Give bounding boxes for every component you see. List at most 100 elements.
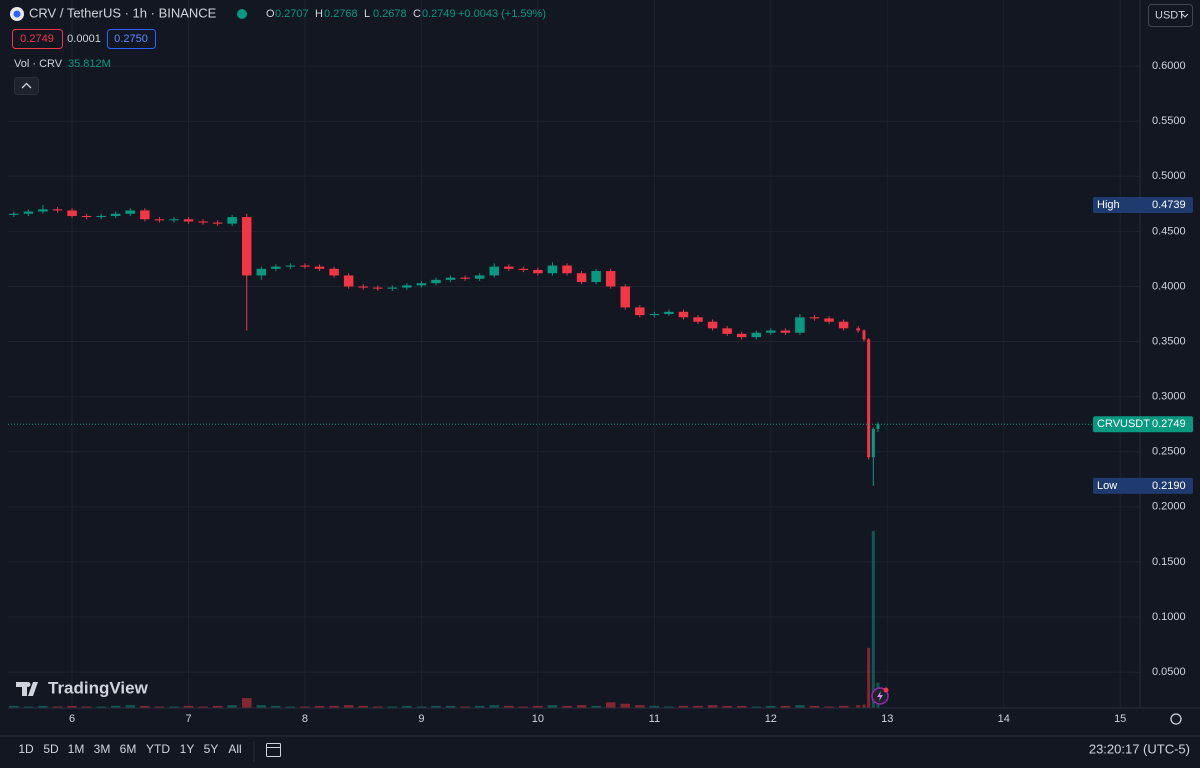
ohlc-key: O bbox=[266, 8, 275, 20]
candle-body bbox=[314, 266, 325, 269]
volume-bar bbox=[518, 706, 529, 708]
range-button[interactable]: 5Y bbox=[204, 742, 219, 756]
candle-body bbox=[504, 266, 514, 269]
candle-body bbox=[871, 428, 875, 458]
last-price-label: CRVUSDT bbox=[1097, 418, 1150, 430]
high-marker-label: High bbox=[1097, 199, 1120, 211]
volume-bar bbox=[9, 705, 19, 708]
range-button[interactable]: 5D bbox=[43, 742, 59, 756]
symbol-title[interactable]: CRV / TetherUS · 1h · BINANCE bbox=[29, 5, 217, 20]
plot-area bbox=[8, 0, 1140, 708]
volume-bar bbox=[489, 705, 499, 708]
candle-body bbox=[766, 330, 776, 333]
volume-bar bbox=[67, 705, 77, 708]
volume-bar bbox=[358, 705, 368, 708]
last-price-value: 0.2749 bbox=[1152, 418, 1186, 430]
bid-box[interactable] bbox=[12, 29, 63, 49]
volume-bar bbox=[110, 705, 121, 708]
volume-bar bbox=[707, 705, 718, 708]
range-toolbar: 1D 5D 1M 3M 6M YTD 1Y 5Y All bbox=[18, 742, 241, 756]
volume-title: Vol · CRV bbox=[14, 58, 63, 70]
change: +0.0043 (+1.59%) bbox=[458, 8, 546, 20]
volume-bar bbox=[533, 705, 543, 708]
x-tick-label: 15 bbox=[1114, 713, 1126, 725]
candle-body bbox=[722, 328, 732, 334]
currency-caret bbox=[1181, 13, 1189, 18]
ask-box[interactable] bbox=[107, 29, 156, 49]
y-tick-label: 0.0500 bbox=[1152, 666, 1186, 678]
candle-body bbox=[38, 209, 48, 212]
currency: USDT bbox=[1155, 9, 1185, 21]
volume-bar bbox=[736, 705, 747, 708]
volume-bar bbox=[862, 704, 866, 708]
volume-bar bbox=[38, 705, 48, 708]
candle-body bbox=[736, 333, 747, 338]
brand-logo bbox=[16, 682, 38, 696]
candle-body bbox=[154, 219, 165, 221]
x-tick-label: 6 bbox=[69, 713, 75, 725]
volume-bar bbox=[431, 705, 441, 708]
volume-bar bbox=[678, 705, 689, 708]
bid: 0.2749 bbox=[20, 33, 54, 45]
range-button[interactable]: YTD bbox=[146, 742, 170, 756]
range-button[interactable]: 1M bbox=[68, 742, 85, 756]
volume-bar bbox=[242, 698, 252, 708]
volume-bar bbox=[125, 705, 136, 708]
candle-body bbox=[862, 330, 866, 340]
candle-body bbox=[562, 265, 572, 274]
axis-settings[interactable] bbox=[1170, 713, 1182, 725]
last-price-box bbox=[1093, 416, 1193, 433]
volume-bar bbox=[649, 705, 660, 708]
market-status bbox=[237, 9, 247, 19]
candle-body bbox=[416, 283, 427, 286]
candle-body bbox=[285, 265, 296, 267]
brand[interactable]: TradingView bbox=[48, 678, 149, 697]
volume-bar bbox=[198, 706, 208, 708]
range-button[interactable]: 1D bbox=[18, 742, 34, 756]
volume-bar bbox=[693, 705, 703, 708]
volume-bar bbox=[183, 705, 194, 708]
volume-bar bbox=[856, 705, 861, 708]
volume-bar bbox=[23, 706, 34, 708]
candle-body bbox=[81, 215, 92, 218]
y-tick-label: 0.5500 bbox=[1152, 115, 1186, 127]
symbol-logo-inner bbox=[13, 10, 21, 18]
volume-bar bbox=[402, 705, 412, 708]
volume-bar bbox=[52, 706, 63, 708]
candle-body bbox=[707, 321, 718, 329]
volume-bar bbox=[154, 706, 165, 708]
volume-bar bbox=[314, 705, 325, 708]
range-button[interactable]: 6M bbox=[120, 742, 137, 756]
y-tick-label: 0.6000 bbox=[1152, 60, 1186, 72]
y-tick-label: 0.4500 bbox=[1152, 225, 1186, 237]
x-tick-label: 8 bbox=[302, 713, 308, 725]
collapse-button[interactable] bbox=[14, 77, 39, 95]
candle-body bbox=[329, 268, 339, 276]
date-range-button[interactable] bbox=[266, 743, 281, 757]
volume-bar bbox=[140, 705, 150, 708]
currency-button[interactable] bbox=[1148, 4, 1193, 27]
range-button[interactable]: All bbox=[228, 742, 241, 756]
ohlc-key: H bbox=[315, 8, 323, 20]
range-button[interactable]: 1Y bbox=[180, 742, 195, 756]
y-tick-label: 0.1500 bbox=[1152, 556, 1186, 568]
candle-body bbox=[876, 424, 880, 429]
y-tick-label: 0.2500 bbox=[1152, 446, 1186, 458]
y-tick-label: 0.3500 bbox=[1152, 335, 1186, 347]
volume-bar bbox=[445, 705, 456, 708]
candle-body bbox=[591, 271, 601, 283]
volume-bar bbox=[635, 705, 645, 708]
events-dot bbox=[883, 687, 889, 693]
candle-body bbox=[795, 317, 805, 333]
ohlc-key: C bbox=[413, 8, 421, 20]
candle-body bbox=[518, 268, 529, 270]
volume-bar bbox=[343, 705, 354, 708]
volume-value: 35.812M bbox=[68, 58, 111, 70]
low-marker-value: 0.2190 bbox=[1152, 480, 1186, 492]
volume-bar bbox=[722, 705, 732, 708]
candle-body bbox=[474, 275, 485, 279]
range-button[interactable]: 3M bbox=[94, 742, 111, 756]
volume-bar bbox=[169, 706, 179, 708]
